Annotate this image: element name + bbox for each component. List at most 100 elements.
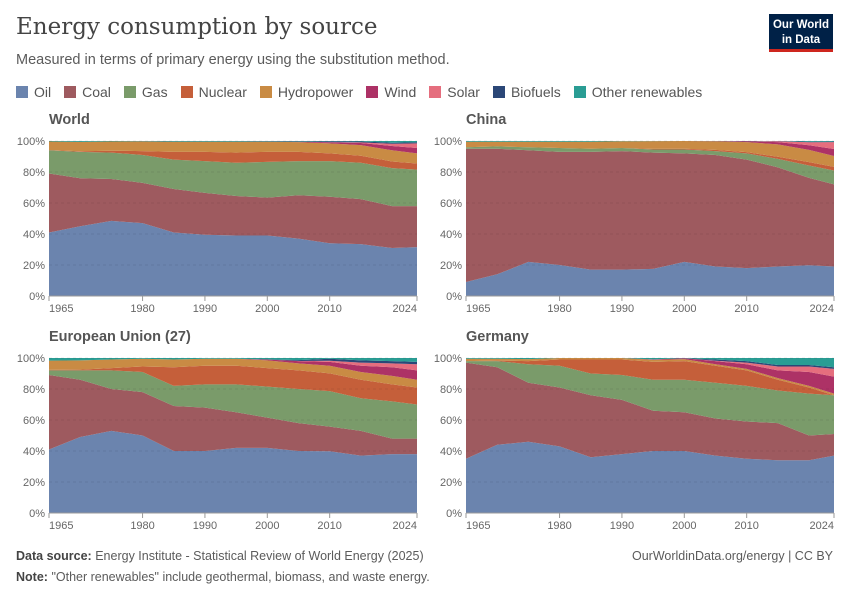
area-other-renewables[interactable]: [466, 358, 834, 368]
x-tick-label: 1990: [610, 520, 634, 532]
x-tick-label: 1980: [547, 520, 571, 532]
y-tick-label: 80%: [440, 167, 462, 179]
y-tick-label: 80%: [23, 384, 45, 396]
chart-title: Energy consumption by source: [16, 14, 378, 40]
legend-label: Hydropower: [277, 84, 354, 100]
y-tick-label: 80%: [440, 384, 462, 396]
area-coal[interactable]: [466, 362, 834, 461]
area-oil[interactable]: [49, 430, 417, 513]
y-tick-label: 40%: [23, 229, 45, 241]
y-tick-label: 60%: [23, 198, 45, 210]
area-other-renewables[interactable]: [49, 141, 417, 143]
x-tick-label: 2000: [672, 303, 696, 315]
legend-item-solar[interactable]: Solar: [429, 84, 480, 100]
legend-label: Oil: [34, 84, 52, 100]
legend-label: Gas: [141, 84, 168, 100]
panel-title: China: [466, 112, 507, 128]
area-biofuels[interactable]: [49, 141, 417, 144]
legend-label: Nuclear: [198, 84, 247, 100]
y-tick-label: 100%: [17, 353, 45, 365]
panel-title: Germany: [466, 329, 529, 345]
legend-swatch: [64, 86, 77, 98]
x-tick-label: 2000: [672, 520, 696, 532]
legend-swatch: [492, 86, 505, 98]
note-line: Note: "Other renewables" include geother…: [16, 570, 430, 584]
y-tick-label: 80%: [23, 167, 45, 179]
y-tick-label: 20%: [23, 260, 45, 272]
legend-swatch: [429, 86, 442, 98]
legend-item-gas[interactable]: Gas: [123, 84, 168, 100]
legend-item-biofuels[interactable]: Biofuels: [492, 84, 561, 100]
x-tick-label: 2000: [255, 520, 279, 532]
area-other-renewables[interactable]: [466, 141, 834, 142]
area-coal[interactable]: [466, 148, 834, 283]
area-gas[interactable]: [466, 361, 834, 436]
area-hydropower[interactable]: [466, 141, 834, 167]
legend-swatch: [16, 86, 28, 98]
x-tick-label: 1980: [130, 520, 154, 532]
x-tick-label: 2010: [734, 520, 758, 532]
area-gas[interactable]: [466, 146, 834, 185]
source-line: Data source: Energy Institute - Statisti…: [16, 549, 424, 563]
legend-item-other-renewables[interactable]: Other renewables: [573, 84, 703, 100]
y-tick-label: 40%: [440, 229, 462, 241]
area-coal[interactable]: [49, 375, 417, 456]
x-tick-label: 1965: [466, 520, 490, 532]
area-hydropower[interactable]: [49, 358, 417, 388]
legend-swatch: [180, 86, 193, 98]
legend-item-coal[interactable]: Coal: [64, 84, 111, 100]
y-tick-label: 60%: [440, 415, 462, 427]
x-tick-label: 2024: [810, 520, 834, 532]
legend-item-nuclear[interactable]: Nuclear: [180, 84, 247, 100]
panel-title: European Union (27): [49, 329, 191, 345]
legend-label: Coal: [82, 84, 111, 100]
area-solar[interactable]: [49, 358, 417, 371]
area-wind[interactable]: [466, 358, 834, 394]
area-solar[interactable]: [466, 358, 834, 377]
area-hydropower[interactable]: [49, 141, 417, 164]
y-tick-label: 0%: [29, 291, 45, 303]
y-tick-label: 40%: [23, 446, 45, 458]
area-nuclear[interactable]: [49, 149, 417, 170]
x-tick-label: 2024: [393, 303, 417, 315]
area-oil[interactable]: [466, 261, 834, 296]
area-biofuels[interactable]: [49, 358, 417, 365]
legend-item-hydropower[interactable]: Hydropower: [259, 84, 354, 100]
area-oil[interactable]: [49, 220, 417, 296]
legend-item-oil[interactable]: Oil: [16, 84, 51, 100]
area-biofuels[interactable]: [466, 358, 834, 369]
y-tick-label: 20%: [440, 477, 462, 489]
y-tick-label: 20%: [23, 477, 45, 489]
area-oil[interactable]: [466, 441, 834, 513]
y-tick-label: 100%: [17, 136, 45, 148]
area-gas[interactable]: [49, 150, 417, 207]
x-tick-label: 2010: [317, 303, 341, 315]
legend-label: Other renewables: [591, 84, 703, 100]
legend-swatch: [259, 86, 272, 98]
area-gas[interactable]: [49, 370, 417, 439]
area-nuclear[interactable]: [466, 359, 834, 396]
legend-swatch: [366, 86, 379, 98]
x-tick-label: 2010: [317, 520, 341, 532]
y-tick-label: 60%: [23, 415, 45, 427]
x-tick-label: 1980: [547, 303, 571, 315]
legend-item-wind[interactable]: Wind: [366, 84, 416, 100]
area-coal[interactable]: [49, 173, 417, 248]
area-nuclear[interactable]: [466, 146, 834, 171]
y-tick-label: 60%: [440, 198, 462, 210]
y-tick-label: 0%: [29, 508, 45, 520]
owid-logo[interactable]: Our World in Data: [769, 14, 833, 52]
y-tick-label: 20%: [440, 260, 462, 272]
x-tick-label: 2000: [255, 303, 279, 315]
legend-swatch: [123, 86, 136, 98]
area-wind[interactable]: [49, 358, 417, 380]
source-link[interactable]: OurWorldinData.org/energy | CC BY: [631, 549, 833, 563]
x-tick-label: 2024: [393, 520, 417, 532]
area-other-renewables[interactable]: [49, 358, 417, 362]
x-tick-label: 2024: [810, 303, 834, 315]
y-tick-label: 0%: [446, 291, 462, 303]
area-nuclear[interactable]: [49, 365, 417, 405]
y-tick-label: 100%: [434, 136, 462, 148]
